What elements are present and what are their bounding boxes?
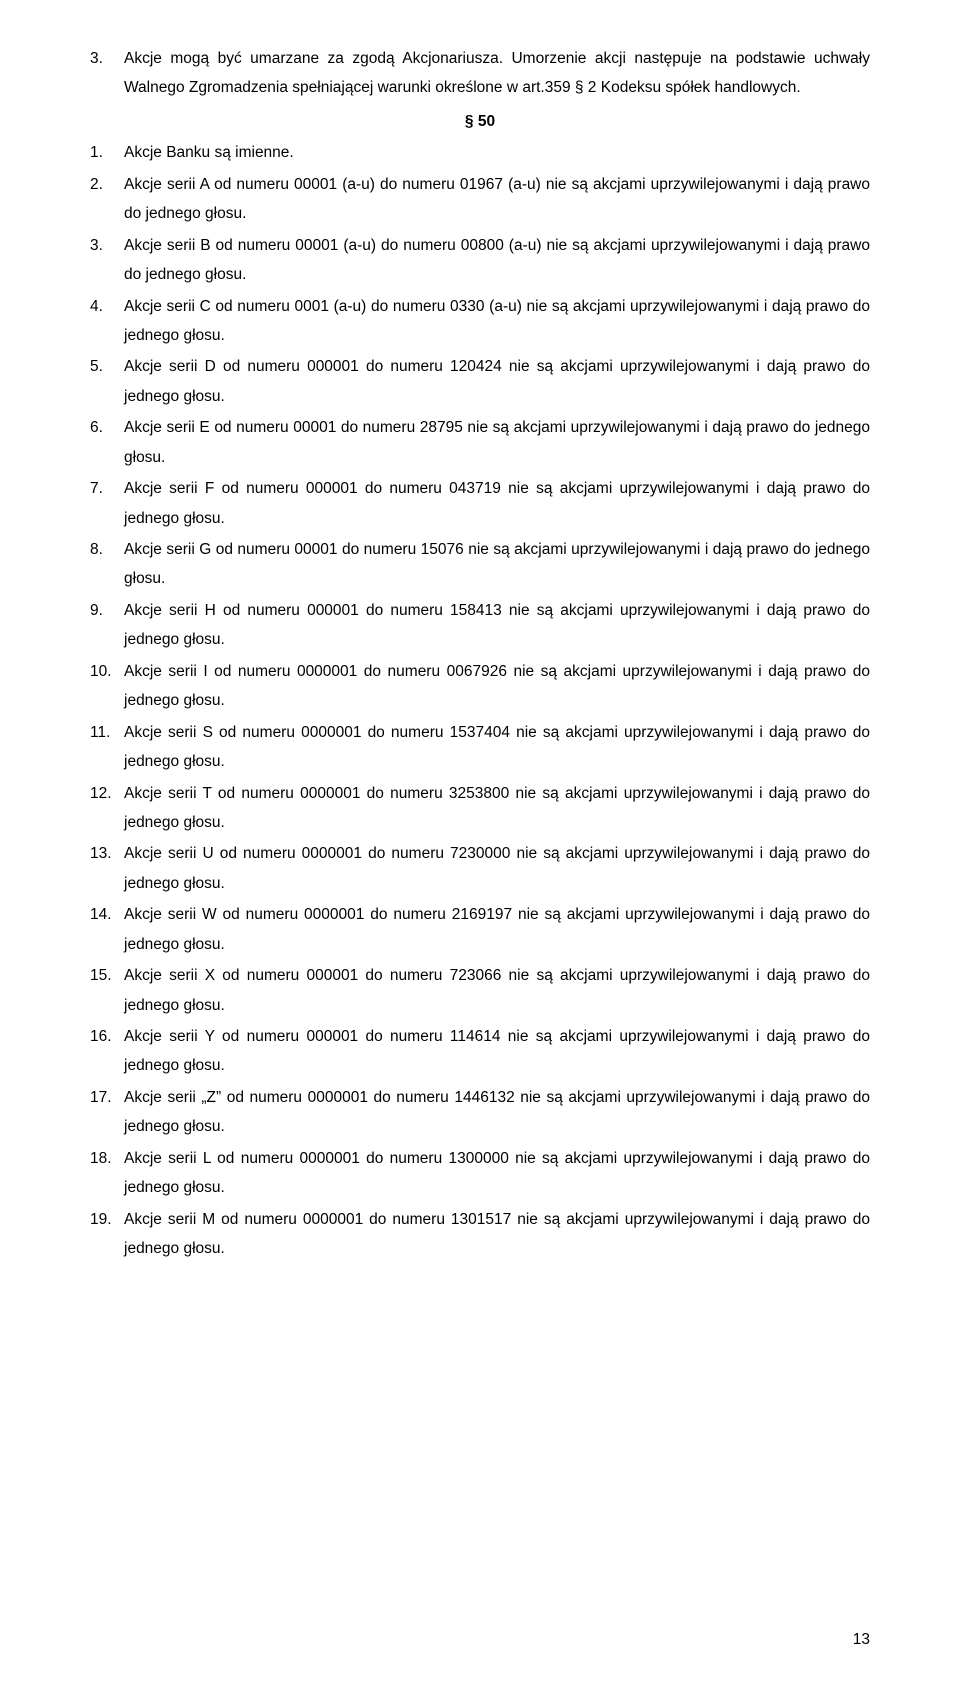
list-item: 11.Akcje serii S od numeru 0000001 do nu… — [90, 718, 870, 777]
item-number: 5. — [90, 352, 124, 411]
list-item: 3.Akcje serii B od numeru 00001 (a-u) do… — [90, 231, 870, 290]
page-number: 13 — [853, 1625, 870, 1654]
item-text: Akcje serii C od numeru 0001 (a-u) do nu… — [124, 292, 870, 351]
list-item: 6.Akcje serii E od numeru 00001 do numer… — [90, 413, 870, 472]
item-number: 13. — [90, 839, 124, 898]
item-number: 3. — [90, 231, 124, 290]
item-text: Akcje serii D od numeru 000001 do numeru… — [124, 352, 870, 411]
item-number: 9. — [90, 596, 124, 655]
item-text: Akcje serii L od numeru 0000001 do numer… — [124, 1144, 870, 1203]
document-page: 3. Akcje mogą być umarzane za zgodą Akcj… — [0, 0, 960, 1684]
list-item: 8.Akcje serii G od numeru 00001 do numer… — [90, 535, 870, 594]
item-text: Akcje serii Y od numeru 000001 do numeru… — [124, 1022, 870, 1081]
item-number: 19. — [90, 1205, 124, 1264]
list-item: 12.Akcje serii T od numeru 0000001 do nu… — [90, 779, 870, 838]
item-text: Akcje serii H od numeru 000001 do numeru… — [124, 596, 870, 655]
item-number: 17. — [90, 1083, 124, 1142]
item-number: 10. — [90, 657, 124, 716]
list-item: 10.Akcje serii I od numeru 0000001 do nu… — [90, 657, 870, 716]
list-item: 7.Akcje serii F od numeru 000001 do nume… — [90, 474, 870, 533]
item-text: Akcje serii A od numeru 00001 (a-u) do n… — [124, 170, 870, 229]
intro-item: 3. Akcje mogą być umarzane za zgodą Akcj… — [90, 44, 870, 103]
list-item: 16.Akcje serii Y od numeru 000001 do num… — [90, 1022, 870, 1081]
item-text: Akcje serii M od numeru 0000001 do numer… — [124, 1205, 870, 1264]
section-heading: § 50 — [90, 107, 870, 136]
item-number: 1. — [90, 138, 124, 167]
list-item: 2.Akcje serii A od numeru 00001 (a-u) do… — [90, 170, 870, 229]
item-text: Akcje serii B od numeru 00001 (a-u) do n… — [124, 231, 870, 290]
item-list: 1.Akcje Banku są imienne.2.Akcje serii A… — [90, 138, 870, 1263]
list-item: 19.Akcje serii M od numeru 0000001 do nu… — [90, 1205, 870, 1264]
list-item: 15.Akcje serii X od numeru 000001 do num… — [90, 961, 870, 1020]
item-number: 4. — [90, 292, 124, 351]
item-number: 14. — [90, 900, 124, 959]
item-text: Akcje serii G od numeru 00001 do numeru … — [124, 535, 870, 594]
item-text: Akcje serii X od numeru 000001 do numeru… — [124, 961, 870, 1020]
list-item: 9.Akcje serii H od numeru 000001 do nume… — [90, 596, 870, 655]
item-text: Akcje serii W od numeru 0000001 do numer… — [124, 900, 870, 959]
list-item: 4.Akcje serii C od numeru 0001 (a-u) do … — [90, 292, 870, 351]
item-text: Akcje serii „Z” od numeru 0000001 do num… — [124, 1083, 870, 1142]
item-number: 6. — [90, 413, 124, 472]
intro-number: 3. — [90, 44, 124, 103]
item-text: Akcje Banku są imienne. — [124, 138, 870, 167]
item-number: 18. — [90, 1144, 124, 1203]
item-number: 16. — [90, 1022, 124, 1081]
item-number: 8. — [90, 535, 124, 594]
item-text: Akcje serii S od numeru 0000001 do numer… — [124, 718, 870, 777]
list-item: 5.Akcje serii D od numeru 000001 do nume… — [90, 352, 870, 411]
item-number: 15. — [90, 961, 124, 1020]
intro-text: Akcje mogą być umarzane za zgodą Akcjona… — [124, 44, 870, 103]
list-item: 14.Akcje serii W od numeru 0000001 do nu… — [90, 900, 870, 959]
item-text: Akcje serii U od numeru 0000001 do numer… — [124, 839, 870, 898]
item-text: Akcje serii I od numeru 0000001 do numer… — [124, 657, 870, 716]
list-item: 13.Akcje serii U od numeru 0000001 do nu… — [90, 839, 870, 898]
item-number: 2. — [90, 170, 124, 229]
item-text: Akcje serii F od numeru 000001 do numeru… — [124, 474, 870, 533]
item-number: 12. — [90, 779, 124, 838]
list-item: 17.Akcje serii „Z” od numeru 0000001 do … — [90, 1083, 870, 1142]
item-number: 11. — [90, 718, 124, 777]
list-item: 1.Akcje Banku są imienne. — [90, 138, 870, 167]
list-item: 18.Akcje serii L od numeru 0000001 do nu… — [90, 1144, 870, 1203]
item-text: Akcje serii T od numeru 0000001 do numer… — [124, 779, 870, 838]
item-text: Akcje serii E od numeru 00001 do numeru … — [124, 413, 870, 472]
item-number: 7. — [90, 474, 124, 533]
